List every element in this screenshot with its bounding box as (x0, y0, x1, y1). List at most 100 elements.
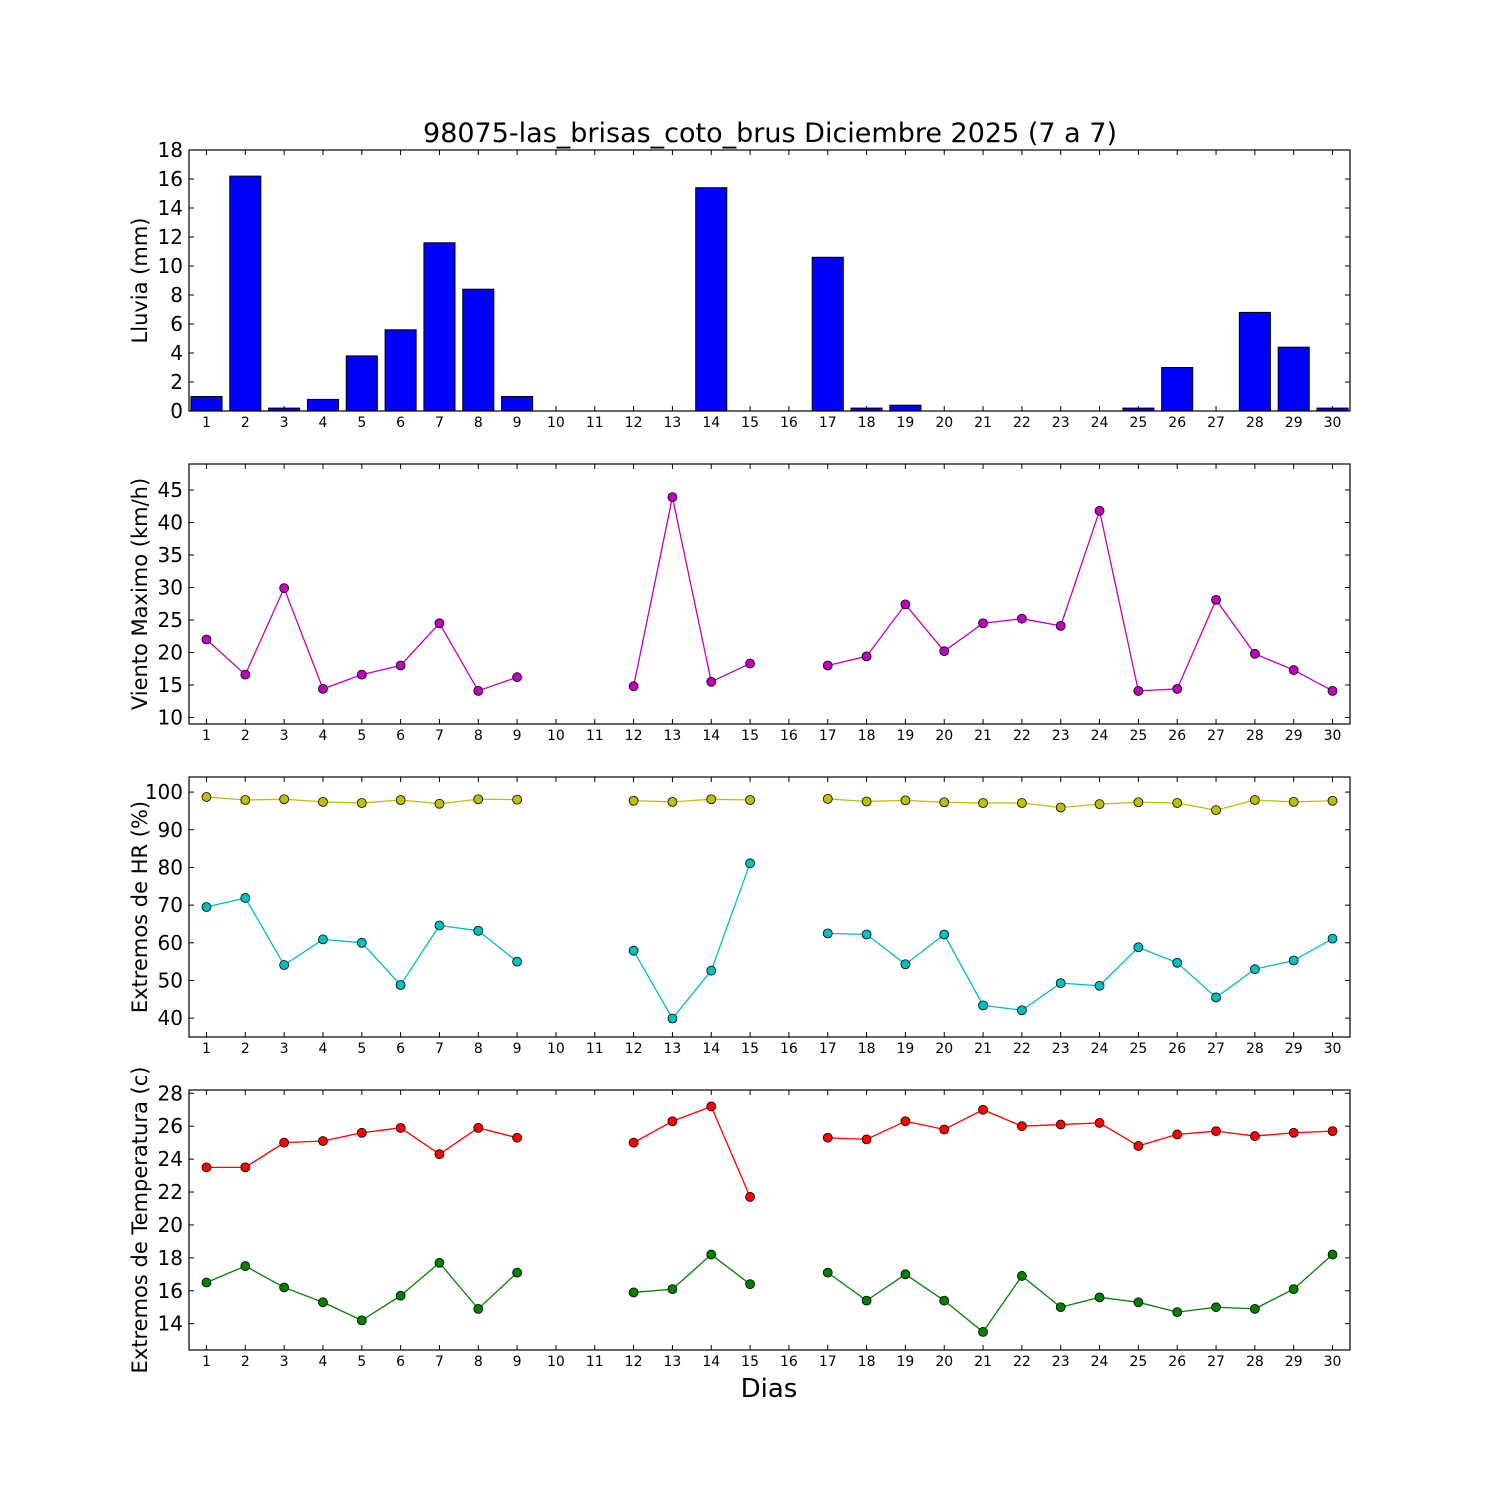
axes-frame (188, 463, 1351, 725)
x-tick-label: 21 (974, 1041, 992, 1057)
data-point (939, 1124, 950, 1135)
x-tick-label: 11 (586, 1041, 604, 1057)
rain-bar (889, 404, 922, 412)
y-axis-label: Viento Maximo (km/h) (128, 478, 152, 710)
series-line (827, 1254, 1333, 1333)
rain-bar (811, 256, 844, 412)
rain-bar (229, 175, 262, 412)
x-tick-label: 2 (241, 1354, 250, 1370)
data-point (745, 1279, 755, 1290)
x-tick-label: 12 (625, 1041, 643, 1057)
data-point (1016, 1005, 1027, 1016)
x-tick-label: 3 (280, 415, 289, 431)
y-tick-label: 100 (145, 780, 183, 804)
x-tick-label: 23 (1052, 1041, 1070, 1057)
x-tick-label: 15 (741, 415, 759, 431)
rain-bar (695, 187, 728, 412)
x-tick-label: 4 (319, 1354, 328, 1370)
x-tick-label: 19 (896, 415, 914, 431)
data-point (1249, 648, 1260, 659)
data-point (978, 618, 988, 629)
data-point (900, 599, 911, 610)
y-tick-label: 16 (158, 1279, 183, 1303)
data-point (1211, 594, 1221, 605)
data-point (356, 1315, 367, 1326)
y-tick-label: 2 (170, 370, 183, 394)
data-point (1249, 1131, 1260, 1141)
y-axis-label: Extremos de Temperatura (c) (128, 1067, 152, 1374)
x-tick-label: 25 (1129, 415, 1147, 431)
x-tick-label: 26 (1168, 728, 1186, 744)
data-point (1249, 795, 1260, 805)
data-point (512, 1132, 523, 1143)
x-tick-label: 2 (241, 1041, 250, 1057)
x-tick-label: 23 (1052, 728, 1070, 744)
data-point (473, 1122, 484, 1133)
x-tick-label: 16 (780, 1354, 798, 1370)
y-tick-label: 25 (158, 608, 183, 632)
y-tick-label: 30 (158, 576, 183, 600)
y-tick-label: 14 (158, 196, 183, 220)
x-tick-label: 28 (1246, 1041, 1264, 1057)
data-point (1288, 1127, 1299, 1138)
data-point (667, 1013, 678, 1024)
y-tick-label: 50 (158, 968, 183, 992)
data-point (240, 893, 251, 903)
x-tick-label: 29 (1285, 728, 1303, 744)
rain-bar (1277, 346, 1310, 412)
wind-max-series (201, 492, 1338, 696)
x-tick-label: 17 (819, 415, 837, 431)
y-axis-label: Extremos de HR (%) (128, 801, 152, 1013)
data-point (939, 1295, 950, 1306)
x-tick-label: 5 (357, 415, 366, 431)
y-tick-label: 20 (158, 641, 183, 665)
data-point (822, 660, 833, 671)
x-tick-label: 14 (702, 1041, 720, 1057)
data-point (356, 669, 367, 680)
data-point (822, 928, 833, 939)
series-line (632, 497, 751, 687)
data-point (861, 796, 872, 807)
y-tick-label: 24 (158, 1147, 183, 1171)
data-point (395, 1290, 406, 1301)
data-point (1055, 620, 1066, 631)
data-point (1288, 1284, 1299, 1295)
y-tick-label: 10 (158, 706, 183, 730)
y-tick-label: 90 (158, 818, 183, 842)
x-tick-label: 22 (1013, 1354, 1031, 1370)
x-tick-label: 16 (780, 1041, 798, 1057)
y-tick-label: 28 (158, 1081, 183, 1105)
data-point (512, 956, 523, 967)
data-point (201, 634, 212, 645)
x-tick-label: 30 (1324, 728, 1342, 744)
x-tick-label: 24 (1091, 1354, 1109, 1370)
data-point (279, 583, 290, 594)
x-tick-label: 15 (741, 1041, 759, 1057)
data-point (1094, 1292, 1105, 1303)
x-tick-label: 11 (586, 728, 604, 744)
y-tick-label: 22 (158, 1180, 183, 1204)
rain-bar (345, 355, 378, 412)
y-tick-label: 40 (158, 511, 183, 535)
x-tick-label: 8 (474, 415, 483, 431)
temp-max-series (201, 1101, 1338, 1202)
x-tick-label: 21 (974, 728, 992, 744)
x-tick-label: 22 (1013, 415, 1031, 431)
data-point (201, 792, 212, 802)
x-tick-label: 25 (1129, 728, 1147, 744)
x-tick-label: 4 (319, 728, 328, 744)
data-point (395, 795, 406, 805)
series-line (633, 1105, 751, 1198)
x-tick-label: 10 (547, 415, 565, 431)
chart-title: 98075-las_brisas_coto_brus Diciembre 202… (423, 118, 1117, 149)
data-point (356, 798, 367, 808)
y-tick-label: 18 (158, 1246, 183, 1270)
data-point (279, 1137, 290, 1148)
x-tick-label: 29 (1285, 415, 1303, 431)
data-point (473, 1303, 484, 1314)
data-point (706, 794, 717, 805)
x-tick-label: 22 (1013, 1041, 1031, 1057)
y-tick-label: 8 (170, 283, 183, 307)
data-point (395, 660, 406, 671)
